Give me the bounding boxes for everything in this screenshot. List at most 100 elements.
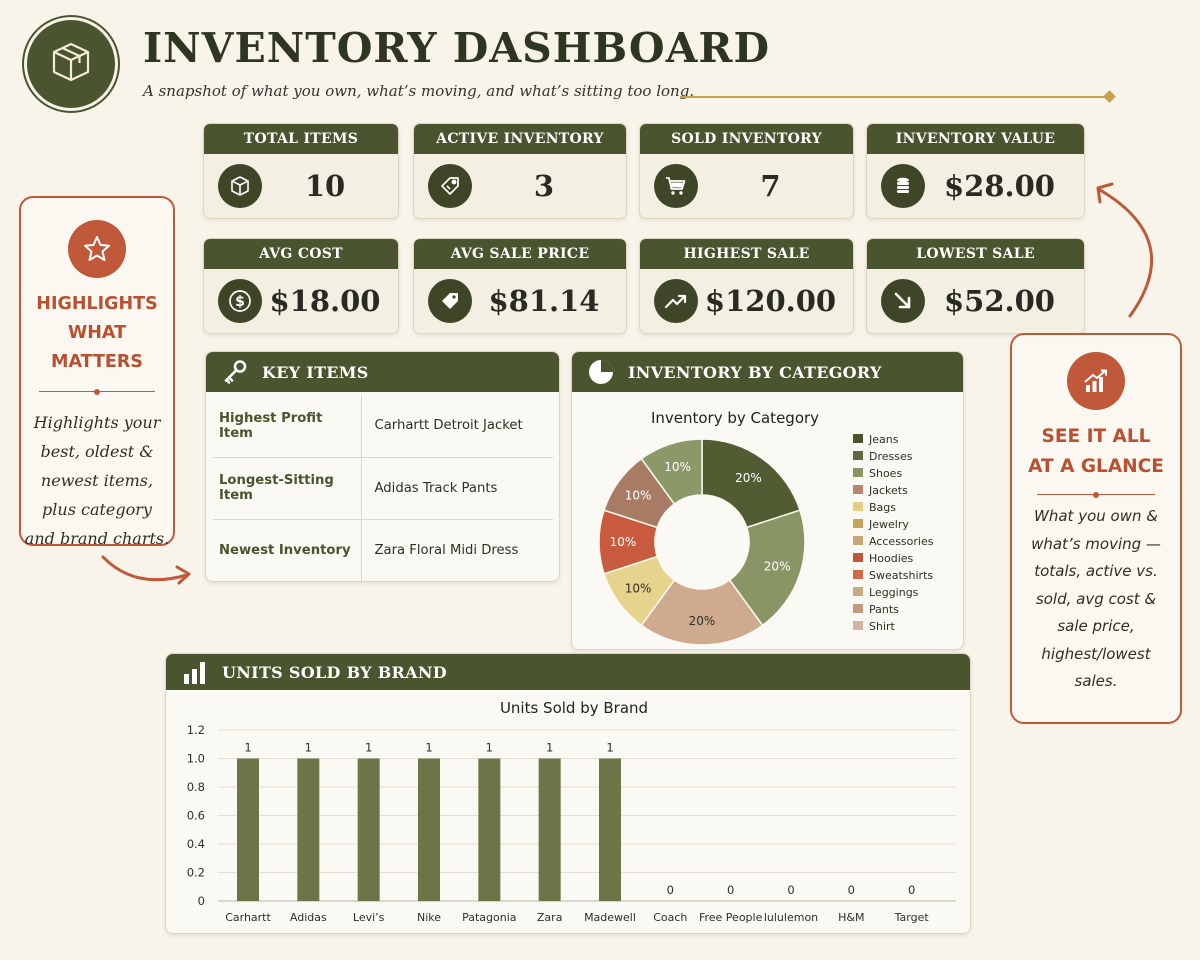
- callout-title: HIGHLIGHTS WHAT MATTERS: [21, 290, 173, 377]
- key-items-panel: KEY ITEMS Highest Profit Item Carhartt D…: [205, 351, 560, 582]
- table-row: Newest Inventory Zara Floral Midi Dress: [213, 518, 553, 581]
- kpi-value: 7: [760, 169, 781, 203]
- data-label: 1: [244, 741, 251, 755]
- panel-title: UNITS SOLD BY BRAND: [222, 662, 447, 682]
- key-items-table: Highest Profit Item Carhartt Detroit Jac…: [213, 395, 553, 581]
- legend-swatch: [853, 587, 863, 596]
- x-tick-label: Carhartt: [225, 911, 271, 924]
- key-items-header: KEY ITEMS: [206, 352, 559, 392]
- kpi-avg-sale-price: AVG SALE PRICE $81.14: [413, 238, 627, 334]
- kpi-label: ACTIVE INVENTORY: [414, 124, 626, 154]
- kpi-value: $52.00: [944, 284, 1055, 318]
- kpi-value: 10: [304, 169, 346, 203]
- kpi-label: HIGHEST SALE: [640, 239, 853, 269]
- legend-swatch: [853, 468, 863, 477]
- legend-item: Accessories: [869, 535, 934, 548]
- kpi-label: LOWEST SALE: [867, 239, 1084, 269]
- row-label: Longest-Sitting Item: [213, 456, 362, 519]
- legend-swatch: [853, 485, 863, 494]
- dollar-icon: $: [218, 279, 262, 323]
- slice-label: 10%: [664, 460, 691, 474]
- arrow-right-callout-icon: [1096, 182, 1153, 318]
- x-tick-label: Coach: [653, 911, 687, 924]
- slice-label: 10%: [610, 535, 637, 549]
- callout-text-line: what’s moving —: [1031, 534, 1161, 553]
- kpi-active-inventory: ACTIVE INVENTORY 3: [413, 123, 627, 219]
- y-tick-label: 0.2: [187, 866, 205, 880]
- x-tick-label: Levi’s: [353, 911, 385, 924]
- data-label: 0: [848, 883, 855, 897]
- legend-swatch: [853, 502, 863, 511]
- tag-icon: [428, 164, 472, 208]
- bar: [237, 758, 259, 901]
- subtitle-divider: [680, 96, 1108, 98]
- data-label: 0: [727, 883, 734, 897]
- data-label: 1: [305, 741, 312, 755]
- row-value: Carhartt Detroit Jacket: [374, 418, 523, 434]
- kpi-sold-inventory: SOLD INVENTORY 7: [639, 123, 854, 219]
- callout-text-line: best, oldest &: [40, 442, 154, 461]
- brand-header: UNITS SOLD BY BRAND: [166, 654, 970, 690]
- data-label: 0: [787, 883, 794, 897]
- page-title: INVENTORY DASHBOARD: [143, 24, 771, 72]
- x-tick-label: Zara: [537, 911, 563, 924]
- coins-icon: [881, 164, 925, 208]
- callout-see-it-all: SEE IT ALL AT A GLANCE What you own & wh…: [1010, 333, 1182, 724]
- row-label: Newest Inventory: [213, 518, 362, 581]
- legend-swatch: [853, 536, 863, 545]
- legend-item: Hoodies: [869, 552, 914, 565]
- pie-slice: [640, 578, 764, 646]
- legend-item: Jeans: [868, 433, 899, 446]
- pie-slice: [701, 438, 801, 529]
- pie-slice: [728, 509, 806, 627]
- data-label: 0: [908, 883, 915, 897]
- callout-text-line: totals, active vs.: [1034, 562, 1158, 580]
- bar: [297, 758, 320, 901]
- logo: [27, 20, 115, 108]
- callout-text-line: Highlights your: [33, 413, 161, 432]
- callout-text-line: plus category: [42, 500, 152, 519]
- callout-text-line: newest items,: [40, 471, 154, 490]
- x-tick-label: lululemon: [764, 911, 818, 924]
- data-label: 0: [667, 883, 674, 897]
- data-label: 1: [425, 741, 432, 755]
- slice-label: 10%: [625, 581, 652, 595]
- cart-icon: [654, 164, 698, 208]
- y-tick-label: 0.8: [187, 780, 205, 794]
- callout-text-line: and brand charts.: [24, 529, 170, 548]
- slice-label: 20%: [764, 559, 791, 573]
- box-icon: [218, 164, 262, 208]
- bar: [478, 758, 501, 901]
- category-header: INVENTORY BY CATEGORY: [572, 352, 963, 392]
- pie-chart-icon: [586, 357, 616, 387]
- chart-title: Units Sold by Brand: [500, 699, 648, 717]
- x-tick-label: H&M: [838, 911, 864, 924]
- bar: [357, 758, 380, 901]
- x-tick-label: Patagonia: [462, 911, 516, 924]
- data-label: 1: [365, 741, 372, 755]
- kpi-label: AVG SALE PRICE: [414, 239, 626, 269]
- table-row: Longest-Sitting Item Adidas Track Pants: [213, 456, 553, 519]
- callout-title-line: HIGHLIGHTS: [36, 294, 158, 314]
- pie-slice: [640, 438, 703, 506]
- callout-divider: [1037, 491, 1155, 498]
- box-icon: [47, 38, 95, 90]
- legend-swatch: [853, 621, 863, 630]
- legend-item: Bags: [869, 501, 896, 514]
- brand-panel: UNITS SOLD BY BRAND Units Sold by Brand …: [165, 653, 971, 934]
- callout-text-line: sale price,: [1057, 617, 1135, 635]
- x-tick-label: Target: [894, 911, 930, 924]
- kpi-highest-sale: HIGHEST SALE $120.00: [639, 238, 854, 334]
- star-icon: [68, 220, 126, 278]
- callout-title: SEE IT ALL AT A GLANCE: [1012, 422, 1180, 482]
- callout-title-line: WHAT MATTERS: [51, 323, 143, 372]
- kpi-lowest-sale: LOWEST SALE $52.00: [866, 238, 1085, 334]
- slice-label: 10%: [625, 489, 652, 503]
- category-panel: INVENTORY BY CATEGORY Inventory by Categ…: [571, 351, 964, 650]
- legend-item: Shoes: [869, 467, 902, 480]
- bar: [599, 758, 621, 901]
- legend-swatch: [853, 604, 863, 613]
- callout-divider: [39, 388, 155, 395]
- trend-up-icon: [654, 279, 698, 323]
- legend-swatch: [853, 553, 863, 562]
